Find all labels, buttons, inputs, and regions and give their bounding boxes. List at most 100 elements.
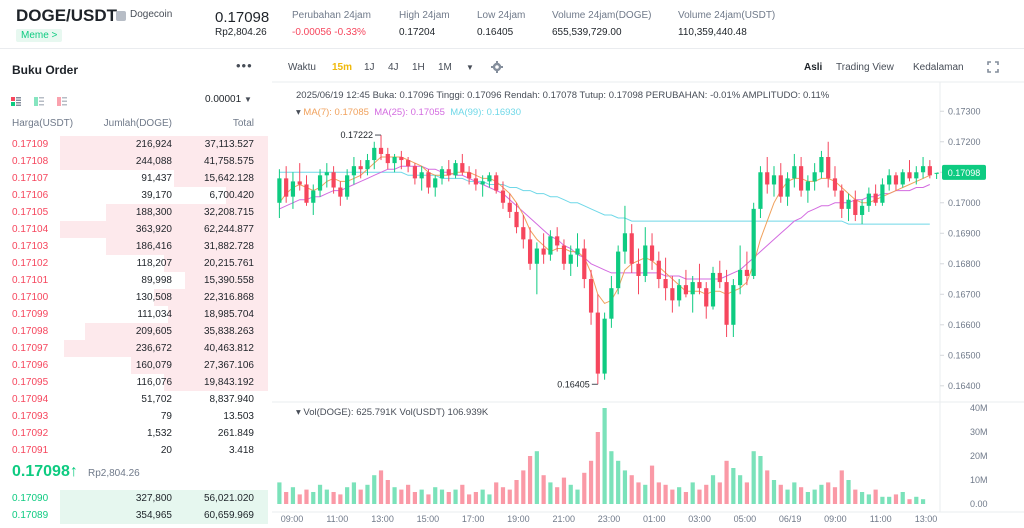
- candle-body[interactable]: [460, 163, 465, 173]
- interval-1h[interactable]: 1H: [412, 62, 425, 73]
- coin-info-icon[interactable]: [116, 11, 126, 21]
- candle-body[interactable]: [670, 288, 675, 301]
- candle-body[interactable]: [494, 175, 499, 191]
- ask-row[interactable]: 0.17101 89,998 15,390.558: [0, 272, 268, 289]
- ask-row[interactable]: 0.17099 111,034 18,985.704: [0, 306, 268, 323]
- candle-body[interactable]: [697, 282, 702, 289]
- candle-body[interactable]: [500, 190, 506, 203]
- candle-body[interactable]: [385, 153, 390, 164]
- interval-dropdown-icon[interactable]: ▼: [466, 63, 474, 72]
- candle-body[interactable]: [439, 169, 445, 179]
- candle-body[interactable]: [304, 184, 309, 203]
- candle-body[interactable]: [555, 236, 560, 246]
- candle-body[interactable]: [487, 175, 492, 182]
- candle-body[interactable]: [812, 172, 817, 182]
- candle-body[interactable]: [785, 178, 790, 197]
- tick-size-select[interactable]: 0.00001 ▼: [205, 94, 252, 105]
- candle-body[interactable]: [622, 233, 628, 252]
- candle-body[interactable]: [514, 211, 519, 228]
- ask-row[interactable]: 0.17091 20 3.418: [0, 442, 268, 459]
- ask-row[interactable]: 0.17092 1,532 261.849: [0, 425, 268, 442]
- candle-body[interactable]: [297, 181, 302, 185]
- candle-body[interactable]: [710, 272, 716, 307]
- bid-row[interactable]: 0.17089 354,965 60,659.969: [0, 507, 268, 524]
- candle-body[interactable]: [765, 172, 770, 185]
- candle-body[interactable]: [839, 190, 844, 209]
- fullscreen-icon[interactable]: [987, 61, 999, 73]
- pair-title[interactable]: DOGE/USDT: [16, 6, 118, 25]
- candle-body[interactable]: [920, 166, 926, 173]
- candle-body[interactable]: [575, 248, 580, 255]
- interval-4j[interactable]: 4J: [388, 62, 399, 73]
- candle-body[interactable]: [290, 181, 296, 197]
- interval-1j[interactable]: 1J: [364, 62, 375, 73]
- ask-row[interactable]: 0.17093 79 13.503: [0, 408, 268, 425]
- candle-body[interactable]: [832, 178, 838, 191]
- category-tag[interactable]: Meme >: [16, 29, 63, 42]
- candle-body[interactable]: [338, 187, 343, 197]
- candle-body[interactable]: [934, 172, 939, 174]
- ask-row[interactable]: 0.17106 39,170 6,700.420: [0, 187, 268, 204]
- candle-body[interactable]: [548, 236, 553, 255]
- ask-row[interactable]: 0.17098 209,605 35,838.263: [0, 323, 268, 340]
- candle-body[interactable]: [399, 157, 404, 161]
- candle-body[interactable]: [378, 147, 384, 154]
- candle-body[interactable]: [738, 269, 743, 286]
- ask-row[interactable]: 0.17100 130,508 22,316.868: [0, 289, 268, 306]
- view-asli[interactable]: Asli: [804, 62, 823, 73]
- bid-row[interactable]: 0.17090 327,800 56,021.020: [0, 490, 268, 507]
- candle-body[interactable]: [799, 166, 804, 191]
- candle-body[interactable]: [805, 181, 810, 191]
- candle-body[interactable]: [826, 157, 831, 179]
- candle-body[interactable]: [521, 227, 526, 240]
- candle-body[interactable]: [561, 245, 567, 264]
- candle-body[interactable]: [893, 175, 899, 185]
- candle-body[interactable]: [372, 147, 377, 161]
- candle-body[interactable]: [656, 260, 661, 280]
- candle-body[interactable]: [649, 245, 655, 261]
- candle-body[interactable]: [846, 199, 851, 209]
- candle-body[interactable]: [365, 160, 370, 170]
- candle-body[interactable]: [609, 288, 614, 319]
- candle-body[interactable]: [426, 172, 431, 188]
- candle-body[interactable]: [284, 178, 289, 197]
- candle-body[interactable]: [690, 282, 695, 295]
- view-trading-view[interactable]: Trading View: [836, 62, 894, 73]
- candle-body[interactable]: [541, 248, 546, 255]
- candle-body[interactable]: [819, 157, 824, 173]
- candle-body[interactable]: [859, 205, 865, 215]
- candle-body[interactable]: [900, 172, 905, 185]
- candle-body[interactable]: [317, 175, 323, 191]
- candle-body[interactable]: [880, 184, 885, 203]
- candle-body[interactable]: [704, 288, 709, 307]
- candle-body[interactable]: [406, 160, 411, 167]
- ask-row[interactable]: 0.17109 216,924 37,113.527: [0, 136, 268, 153]
- candle-body[interactable]: [568, 254, 573, 264]
- candle-body[interactable]: [467, 172, 472, 179]
- candle-body[interactable]: [345, 175, 350, 197]
- candle-body[interactable]: [792, 166, 797, 179]
- candle-body[interactable]: [636, 263, 641, 276]
- more-options-icon[interactable]: •••: [236, 58, 253, 73]
- candle-body[interactable]: [771, 175, 777, 185]
- candle-body[interactable]: [887, 175, 892, 185]
- candle-body[interactable]: [677, 285, 682, 301]
- candle-body[interactable]: [595, 312, 600, 374]
- both-view-icon[interactable]: [11, 97, 21, 106]
- ask-row[interactable]: 0.17102 118,207 20,215.761: [0, 255, 268, 272]
- candle-body[interactable]: [419, 172, 424, 179]
- candle-body[interactable]: [866, 193, 871, 206]
- ask-row[interactable]: 0.17104 363,920 62,244.877: [0, 221, 268, 238]
- candle-body[interactable]: [358, 166, 363, 170]
- candle-body[interactable]: [731, 285, 736, 325]
- candle-body[interactable]: [331, 172, 336, 188]
- candle-body[interactable]: [602, 318, 607, 374]
- ask-row[interactable]: 0.17108 244,088 41,758.575: [0, 153, 268, 170]
- candle-body[interactable]: [433, 178, 438, 188]
- candle-body[interactable]: [629, 233, 634, 264]
- candle-body[interactable]: [446, 169, 451, 176]
- ask-row[interactable]: 0.17105 188,300 32,208.715: [0, 204, 268, 221]
- ask-row[interactable]: 0.17103 186,416 31,882.728: [0, 238, 268, 255]
- candle-body[interactable]: [927, 166, 932, 176]
- interval-15m[interactable]: 15m: [332, 62, 353, 73]
